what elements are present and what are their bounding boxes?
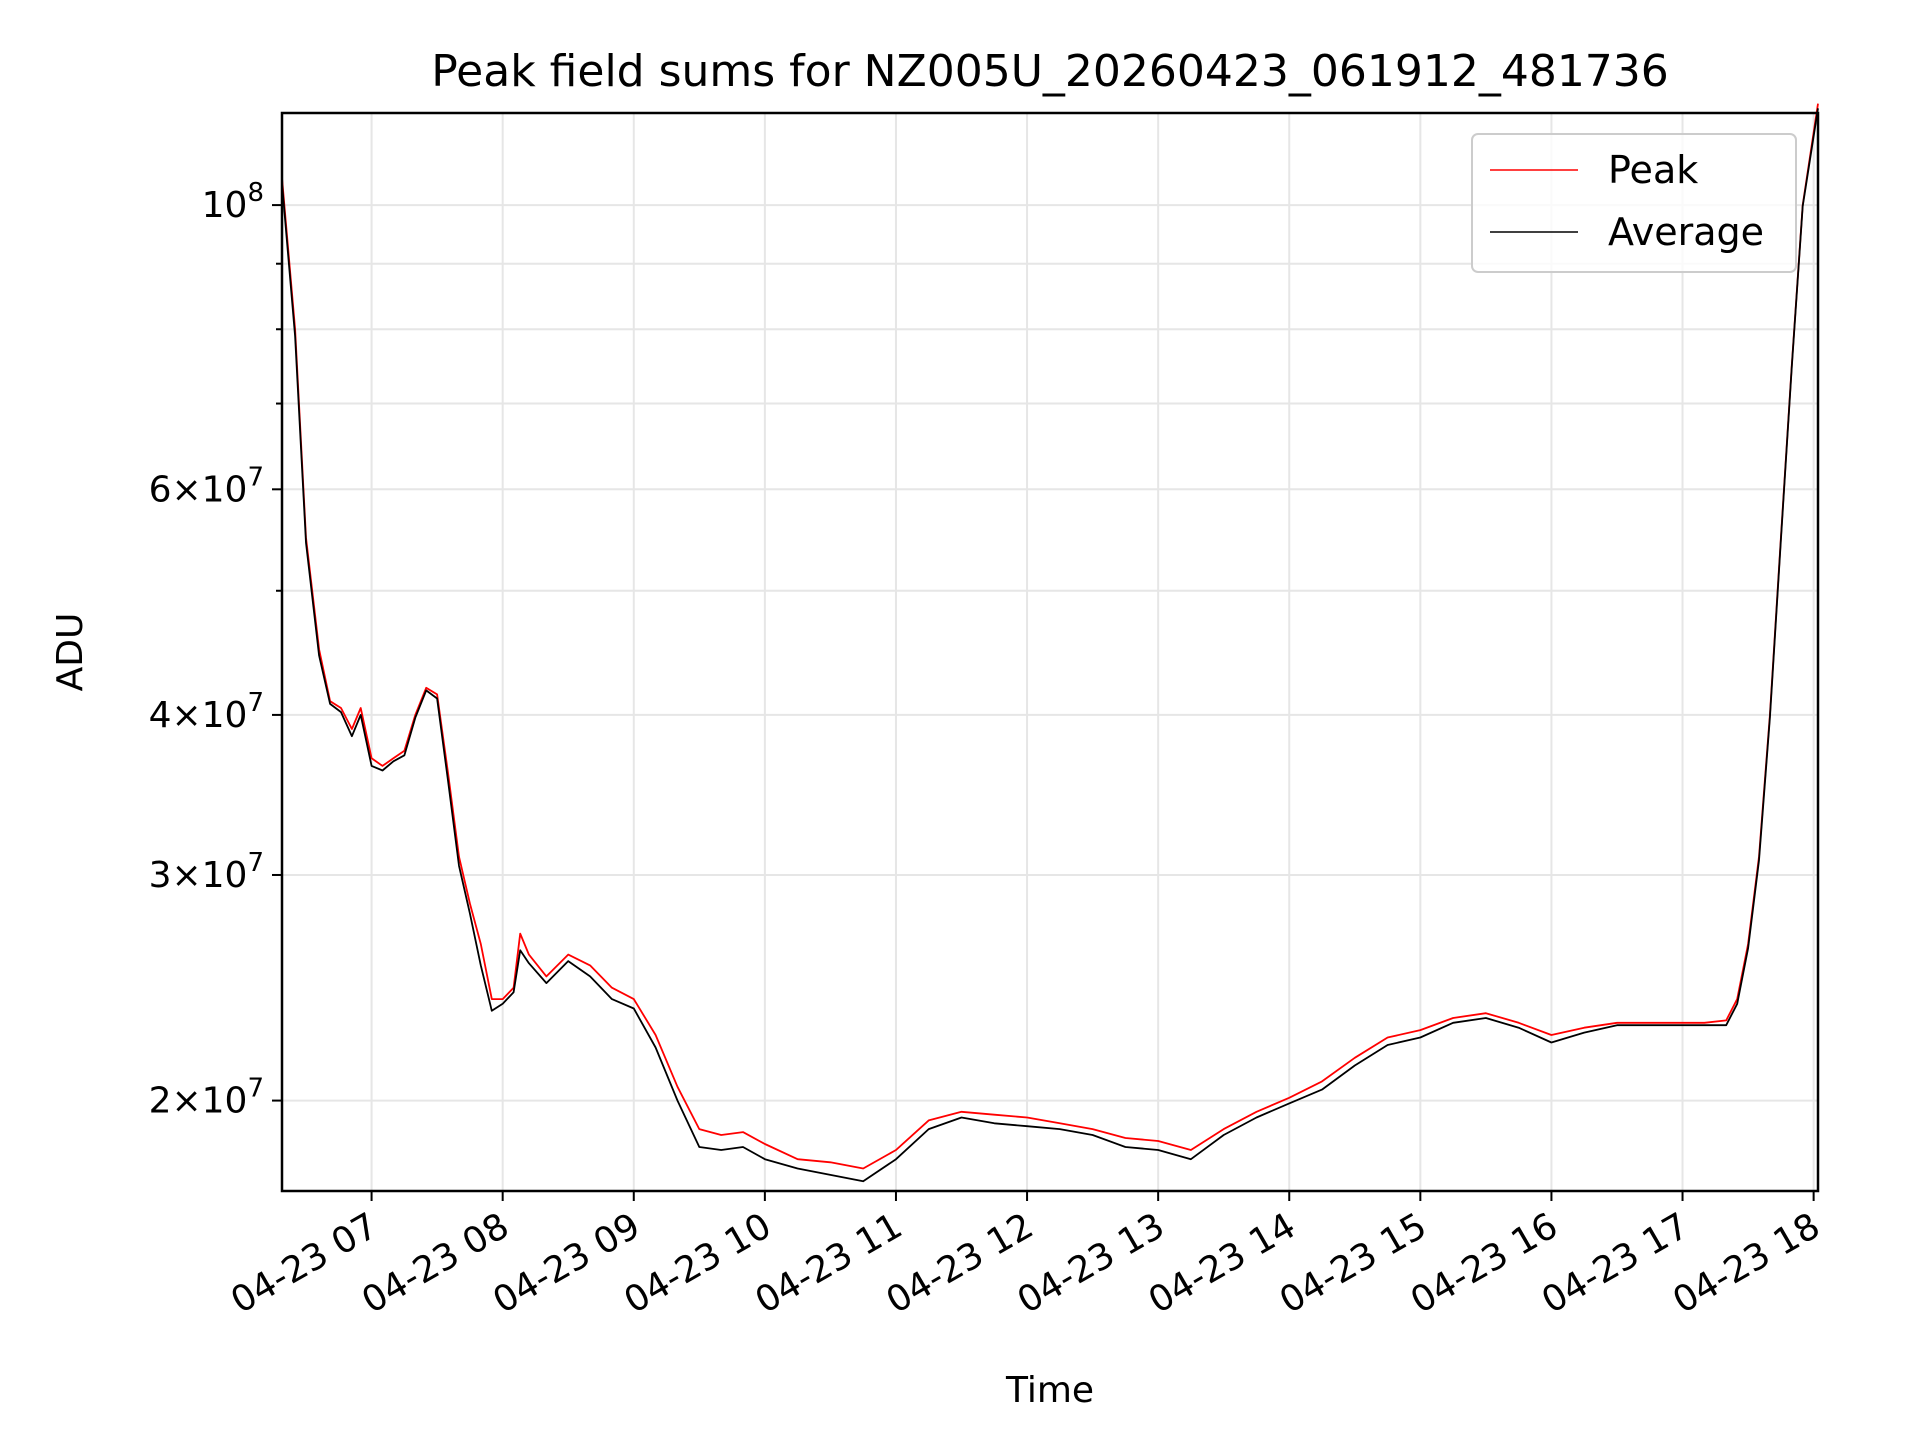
legend-peak-label: Peak bbox=[1608, 148, 1698, 192]
series-line-average bbox=[281, 108, 1819, 1183]
y-axis-label: ADU bbox=[50, 613, 91, 692]
x-axis-label: Time bbox=[1005, 1370, 1094, 1411]
legend-average-label: Average bbox=[1608, 210, 1764, 254]
y-tick-label: 2×107 bbox=[149, 1074, 264, 1122]
plot-frame bbox=[280, 111, 1820, 1193]
chart-title: Peak field sums for NZ005U_20260423_0619… bbox=[431, 46, 1669, 97]
grid-layer bbox=[282, 113, 1818, 1191]
x-tick-label: 04-23 17 bbox=[1535, 1205, 1696, 1321]
y-tick-label: 108 bbox=[202, 178, 264, 226]
y-tick-label: 4×107 bbox=[149, 688, 264, 736]
x-tick-label: 04-23 18 bbox=[1666, 1205, 1827, 1321]
legend-box bbox=[1471, 133, 1797, 273]
x-tick-label: 04-23 11 bbox=[749, 1205, 910, 1321]
y-tick-label: 6×107 bbox=[149, 462, 264, 510]
series-line-peak bbox=[281, 103, 1819, 1170]
x-tick-label: 04-23 07 bbox=[224, 1205, 385, 1321]
y-tick-label: 3×107 bbox=[149, 848, 264, 896]
x-tick-label: 04-23 13 bbox=[1011, 1205, 1172, 1321]
x-tick-label: 04-23 15 bbox=[1273, 1205, 1434, 1321]
legend: Peak Average bbox=[1471, 133, 1797, 273]
x-tick-label: 04-23 08 bbox=[355, 1205, 516, 1321]
x-tick-label: 04-23 12 bbox=[880, 1205, 1041, 1321]
x-tick-label: 04-23 14 bbox=[1142, 1205, 1303, 1321]
x-tick-label: 04-23 10 bbox=[617, 1205, 778, 1321]
x-tick-label: 04-23 16 bbox=[1404, 1205, 1565, 1321]
x-tick-label: 04-23 09 bbox=[486, 1205, 647, 1321]
series-layer bbox=[281, 103, 1819, 1183]
